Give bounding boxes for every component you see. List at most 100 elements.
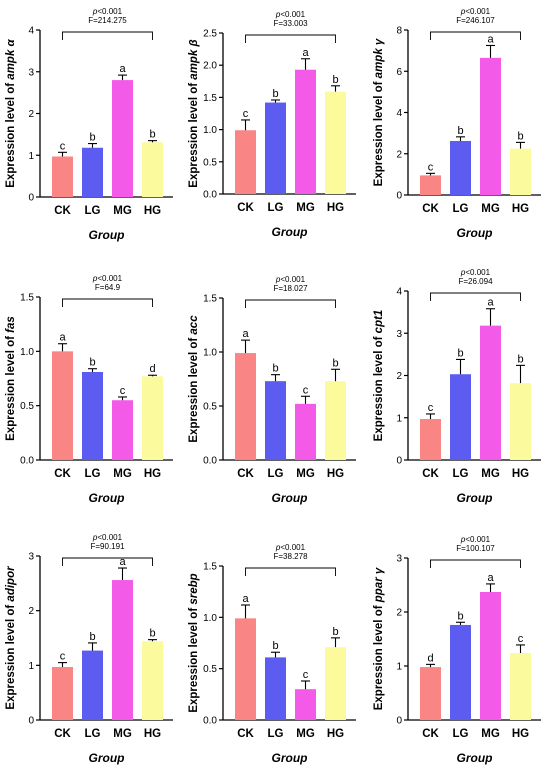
y-tick-label: 1.0 [203,613,217,624]
category-label: MG [481,203,500,215]
bar-lg [265,657,286,720]
f-value-label: F=18.027 [273,284,308,293]
category-label: LG [453,203,469,215]
significance-letter: c [518,633,524,645]
significance-letter: c [60,140,66,152]
f-value-label: F=90.191 [90,542,125,551]
bar-lg [265,381,286,460]
y-tick-label: 1 [396,662,402,673]
y-axis-title: Expression level of ppar γ [373,567,385,710]
y-tick-label: 0 [396,456,402,467]
category-label: HG [327,468,344,480]
bar-lg [450,140,471,195]
y-tick-label: 1.0 [203,125,217,136]
y-tick-label: 1.5 [20,293,34,304]
significance-letter: a [119,556,126,568]
bar-hg [510,653,531,720]
y-axis-title: Expression level of acc [188,315,200,443]
category-label: MG [296,468,315,480]
bar-hg [325,647,346,720]
category-label: CK [422,203,439,215]
bar-mg [112,80,133,197]
f-value-label: F=246.107 [456,16,495,25]
bar-mg [480,57,501,195]
significance-letter: b [89,357,95,369]
comparison-bracket [430,31,521,40]
x-axis-title: Group [89,751,125,765]
significance-letter: c [303,669,309,681]
bar-ck [420,419,441,460]
y-tick-label: 0.0 [20,456,34,467]
significance-letter: a [242,593,249,605]
y-tick-label: 0 [396,716,402,727]
category-label: MG [113,728,132,740]
y-tick-label: 3 [28,67,34,78]
p-value-label: p<0.001 [275,543,306,552]
comparison-bracket [62,298,153,307]
bar-hg [142,376,163,460]
bar-lg [82,371,103,460]
chart-panel-2: 0.0 0.5 1.0 1.5 2.0 2.5 c CK b LG a MG b HG p<0.001F=3… [188,10,356,239]
f-value-label: F=214.275 [88,16,127,25]
category-label: HG [144,728,161,740]
significance-letter: a [487,33,494,45]
y-tick-label: 0 [28,716,34,727]
category-label: MG [113,468,132,480]
bar-hg [325,381,346,460]
significance-letter: a [59,332,66,344]
bar-ck [52,351,73,460]
comparison-bracket [430,292,521,301]
y-tick-label: 4 [396,287,402,298]
category-label: LG [85,728,101,740]
x-axis-title: Group [272,225,308,239]
y-tick-label: 0.0 [203,456,217,467]
significance-letter: a [487,297,494,309]
significance-letter: a [119,63,126,75]
significance-letter: c [303,384,309,396]
y-tick-label: 0.5 [20,401,34,412]
y-tick-label: 4 [28,26,34,37]
x-axis-title: Group [272,751,308,765]
significance-letter: b [149,628,155,640]
bar-lg [450,624,471,720]
category-label: CK [237,468,254,480]
y-tick-label: 2 [396,608,402,619]
comparison-bracket [430,559,521,568]
significance-letter: d [149,363,155,375]
significance-letter: c [243,108,249,120]
p-value-label: p<0.001 [92,7,123,16]
y-tick-label: 2.5 [203,29,217,40]
y-axis-title: Expression level of adipor [5,566,17,710]
comparison-bracket [62,31,153,40]
y-tick-label: 1.0 [20,347,34,358]
category-label: CK [422,468,439,480]
bar-ck [235,130,256,194]
comparison-bracket [245,34,336,43]
significance-letter: b [457,125,463,137]
category-label: MG [296,202,315,214]
significance-letter: b [149,129,155,141]
f-value-label: F=38.278 [273,552,308,561]
y-tick-label: 0.0 [203,716,217,727]
category-label: CK [422,728,439,740]
significance-letter: b [332,626,338,638]
category-label: MG [296,728,315,740]
y-axis-title: Expression level of srebp [188,573,200,712]
y-tick-label: 1.5 [203,93,217,104]
category-label: HG [144,468,161,480]
f-value-label: F=26.094 [458,277,493,286]
category-label: LG [268,728,284,740]
y-tick-label: 0 [396,191,402,202]
category-label: LG [268,468,284,480]
p-value-label: p<0.001 [92,533,123,542]
y-tick-label: 8 [396,26,402,37]
bar-ck [420,175,441,195]
bar-ck [420,667,441,720]
bar-mg [295,689,316,720]
category-label: HG [512,728,529,740]
bar-lg [82,147,103,197]
bar-mg [295,403,316,460]
y-axis-title: Expression level of cpt1 [373,310,385,442]
significance-letter: d [427,652,433,664]
